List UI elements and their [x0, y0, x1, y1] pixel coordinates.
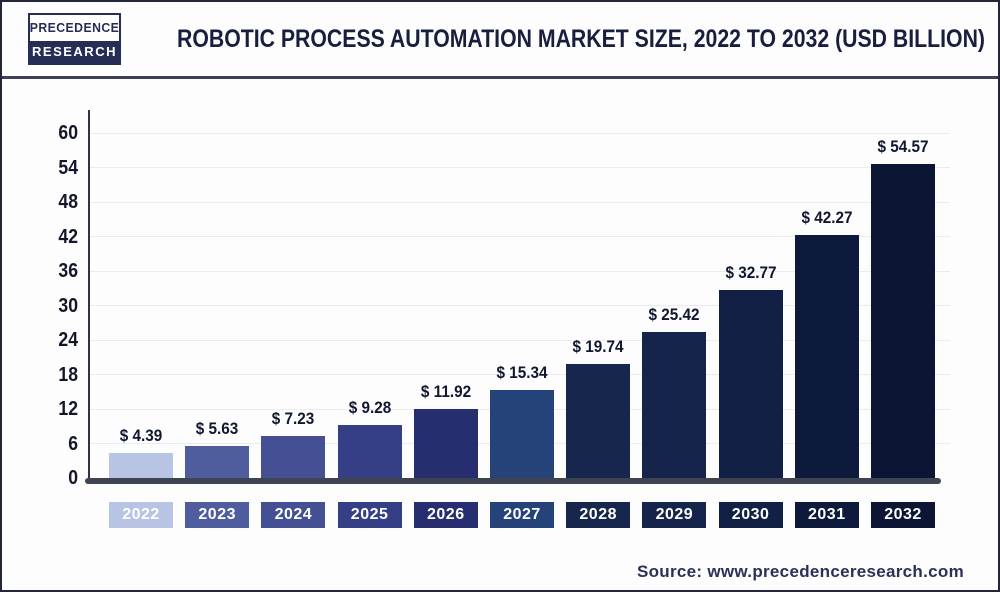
y-tick-label: 18 — [58, 363, 78, 386]
x-axis-label: 2031 — [794, 502, 859, 528]
bar — [337, 424, 402, 478]
x-axis-label: 2022 — [109, 502, 173, 528]
bar-value-label: $ 32.77 — [725, 262, 777, 282]
x-axis-label: 2027 — [490, 502, 554, 528]
bar-value-label: $ 19.74 — [572, 337, 624, 357]
bar — [871, 164, 935, 478]
y-tick-label: 6 — [68, 432, 78, 455]
gridline — [89, 270, 950, 272]
x-axis-label: 2029 — [642, 502, 707, 528]
bar — [642, 331, 707, 478]
x-axis-label: 2023 — [185, 502, 250, 528]
source-text: Source: www.precedenceresearch.com — [636, 562, 964, 581]
gridline — [89, 132, 950, 134]
bar-value-label: $ 4.39 — [119, 425, 163, 445]
bar-value-label: $ 7.23 — [272, 409, 315, 429]
y-tick-label: 60 — [58, 122, 78, 144]
x-axis-label: 2032 — [871, 502, 935, 528]
bar — [185, 445, 250, 478]
bar — [566, 364, 631, 478]
precedence-research-logo: PRECEDENCE RESEARCH — [28, 13, 121, 65]
gridline — [89, 167, 950, 168]
header-divider — [2, 76, 998, 79]
bar-value-label: $ 9.28 — [348, 397, 391, 417]
x-axis-label: 2030 — [718, 502, 783, 528]
x-axis-label: 2024 — [261, 502, 326, 528]
bar — [718, 289, 783, 478]
header: PRECEDENCE RESEARCH ROBOTIC PROCESS AUTO… — [2, 2, 998, 76]
bar-value-label: $ 15.34 — [496, 362, 548, 382]
gridline — [89, 201, 950, 203]
x-axis-label: 2025 — [337, 502, 402, 528]
y-axis — [88, 110, 90, 484]
y-tick-label: 12 — [58, 398, 78, 420]
y-tick-label: 48 — [58, 191, 78, 213]
y-tick-label: 42 — [58, 225, 78, 248]
gridline — [89, 374, 950, 375]
logo-line2: RESEARCH — [30, 40, 119, 63]
bar — [794, 234, 859, 478]
x-axis — [85, 478, 941, 484]
bar — [413, 409, 478, 478]
bar-value-label: $ 25.42 — [648, 304, 700, 324]
gridline — [89, 236, 950, 237]
y-tick-label: 36 — [58, 260, 78, 282]
y-tick-label: 0 — [68, 467, 78, 489]
page-title: ROBOTIC PROCESS AUTOMATION MARKET SIZE, … — [177, 25, 986, 53]
bar-value-label: $ 11.92 — [420, 382, 471, 402]
gridline — [89, 339, 950, 341]
bar-value-label: $ 42.27 — [801, 207, 853, 227]
x-axis-label: 2028 — [566, 502, 631, 528]
gridline — [89, 305, 950, 306]
x-axis-label: 2026 — [413, 502, 478, 528]
bar-value-label: $ 5.63 — [195, 418, 239, 438]
bar-value-label: $ 54.57 — [877, 137, 929, 157]
y-tick-label: 24 — [58, 329, 78, 351]
y-tick-label: 30 — [58, 294, 78, 317]
bar — [490, 389, 554, 478]
bar — [109, 452, 173, 478]
logo-line1: PRECEDENCE — [30, 15, 119, 41]
bar — [261, 436, 326, 478]
y-tick-label: 54 — [58, 156, 78, 179]
